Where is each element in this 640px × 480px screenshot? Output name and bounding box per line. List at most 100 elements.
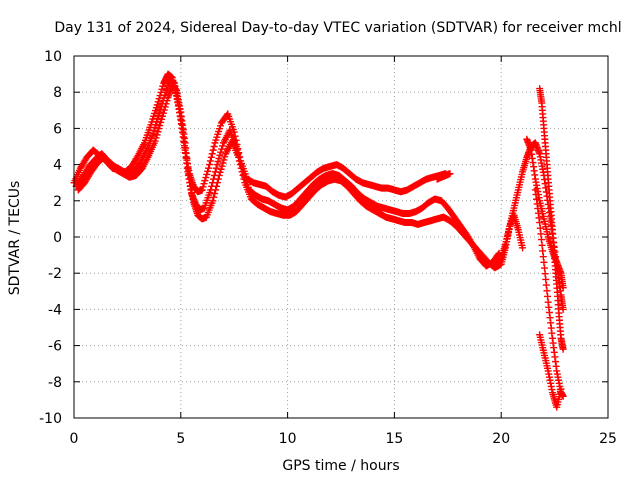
data-point (198, 186, 206, 194)
data-point (217, 165, 225, 173)
data-point (210, 193, 218, 201)
data-point (235, 157, 243, 165)
y-tick-label: -2 (48, 266, 62, 282)
data-point (559, 345, 567, 353)
data-point (210, 143, 218, 150)
data-point (211, 190, 219, 198)
data-layer (70, 70, 567, 411)
data-point (152, 134, 160, 142)
y-tick-label: -6 (48, 339, 62, 355)
data-point (205, 164, 213, 172)
data-point (153, 131, 161, 139)
data-point (151, 137, 159, 145)
data-point (155, 111, 163, 119)
y-tick-label: -4 (48, 302, 62, 318)
satellite-track-a (70, 70, 450, 201)
data-point (218, 162, 226, 170)
x-tick-label: 5 (176, 431, 185, 447)
data-point (158, 112, 166, 120)
data-point (152, 121, 160, 129)
data-point (158, 115, 166, 123)
data-point (163, 97, 171, 105)
data-point (203, 170, 211, 178)
data-point (153, 117, 161, 125)
x-axis-title: GPS time / hours (282, 458, 399, 474)
satellite-track-g (531, 186, 567, 400)
satellite-track-c (74, 81, 527, 272)
data-point (149, 130, 157, 138)
data-point (214, 175, 222, 183)
data-point (162, 100, 170, 108)
data-point (201, 177, 209, 185)
data-point (154, 114, 162, 122)
data-point (219, 142, 227, 150)
data-point (213, 179, 221, 187)
data-point (157, 118, 165, 126)
y-tick-label: 8 (53, 85, 62, 101)
data-point (213, 161, 221, 169)
data-point (220, 156, 228, 164)
y-axis-title: SDTVAR / TECUs (7, 181, 23, 296)
data-point (446, 170, 454, 178)
tick-layer: 0 5 10 15 20 25 -10 -8 -6 -4 -2 0 2 4 6 8 10 (39, 49, 617, 447)
data-point (221, 153, 229, 161)
data-point (151, 124, 159, 132)
y-tick-label: 2 (53, 194, 62, 210)
data-point (216, 168, 224, 176)
data-point (206, 157, 214, 165)
y-tick-label: 0 (53, 230, 62, 246)
data-point (519, 244, 527, 252)
data-point (238, 168, 246, 176)
data-point (215, 171, 223, 179)
data-point (202, 174, 210, 182)
x-tick-label: 20 (492, 431, 510, 447)
data-point (240, 175, 248, 183)
data-point (212, 186, 220, 194)
x-tick-label: 0 (70, 431, 79, 447)
data-point (213, 182, 221, 190)
data-point (154, 128, 162, 136)
data-point (209, 197, 217, 205)
data-point (239, 171, 247, 179)
y-tick-label: 4 (53, 158, 62, 174)
data-point (237, 164, 245, 172)
data-point (559, 284, 567, 292)
data-point (215, 154, 223, 162)
satellite-track-d (493, 139, 567, 313)
data-point (214, 157, 222, 165)
y-tick-label: -8 (48, 375, 62, 391)
data-point (205, 161, 213, 169)
data-point (236, 161, 244, 169)
x-tick-label: 15 (385, 431, 403, 447)
chart-title: Day 131 of 2024, Sidereal Day-to-day VTE… (54, 20, 621, 36)
data-point (200, 180, 208, 188)
satellite-track-i (433, 170, 454, 183)
data-point (159, 109, 167, 117)
data-point (208, 150, 216, 158)
data-point (234, 153, 242, 161)
data-point (156, 122, 164, 130)
data-point (204, 167, 212, 175)
y-tick-label: 6 (53, 121, 62, 137)
data-point (199, 183, 207, 191)
data-point (218, 145, 226, 153)
data-point (209, 146, 217, 154)
grid-layer (74, 56, 608, 418)
data-point (154, 98, 162, 106)
data-point (155, 125, 163, 133)
data-point (216, 151, 224, 159)
x-tick-label: 25 (599, 431, 617, 447)
x-tick-label: 10 (279, 431, 297, 447)
data-point (160, 106, 168, 114)
y-tick-label: -10 (39, 411, 62, 427)
satellite-track-h (536, 331, 565, 411)
data-point (158, 85, 166, 93)
data-point (207, 153, 215, 161)
data-point (557, 385, 565, 393)
data-point (212, 164, 220, 172)
data-point (153, 101, 161, 109)
satellite-track-f (536, 85, 567, 353)
y-tick-label: 10 (44, 49, 62, 65)
